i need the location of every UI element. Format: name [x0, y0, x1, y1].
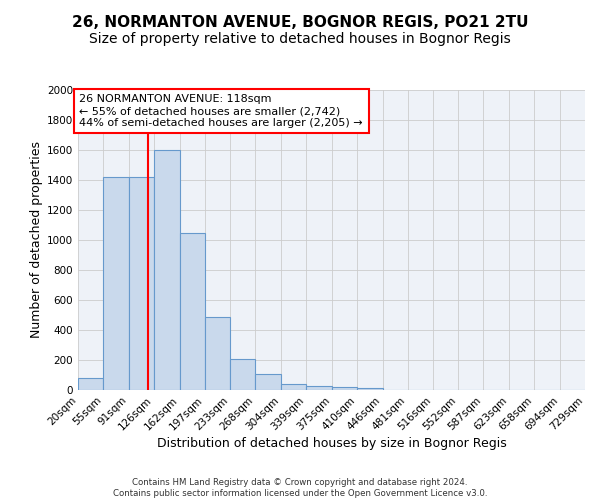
Text: 26 NORMANTON AVENUE: 118sqm
← 55% of detached houses are smaller (2,742)
44% of : 26 NORMANTON AVENUE: 118sqm ← 55% of det…: [79, 94, 363, 128]
Text: Size of property relative to detached houses in Bognor Regis: Size of property relative to detached ho…: [89, 32, 511, 46]
Bar: [230, 359, 256, 390]
X-axis label: Distribution of detached houses by size in Bognor Regis: Distribution of detached houses by size …: [157, 438, 506, 450]
Text: Contains HM Land Registry data © Crown copyright and database right 2024.
Contai: Contains HM Land Registry data © Crown c…: [113, 478, 487, 498]
Bar: [205, 316, 230, 390]
Bar: [281, 384, 306, 390]
Bar: [357, 388, 383, 390]
Bar: [179, 232, 205, 390]
Bar: [154, 150, 179, 390]
Bar: [332, 387, 357, 390]
Bar: [129, 177, 154, 390]
Bar: [306, 386, 332, 390]
Bar: [256, 374, 281, 390]
Text: 26, NORMANTON AVENUE, BOGNOR REGIS, PO21 2TU: 26, NORMANTON AVENUE, BOGNOR REGIS, PO21…: [72, 15, 528, 30]
Y-axis label: Number of detached properties: Number of detached properties: [30, 142, 43, 338]
Bar: [78, 378, 103, 390]
Bar: [103, 177, 129, 390]
